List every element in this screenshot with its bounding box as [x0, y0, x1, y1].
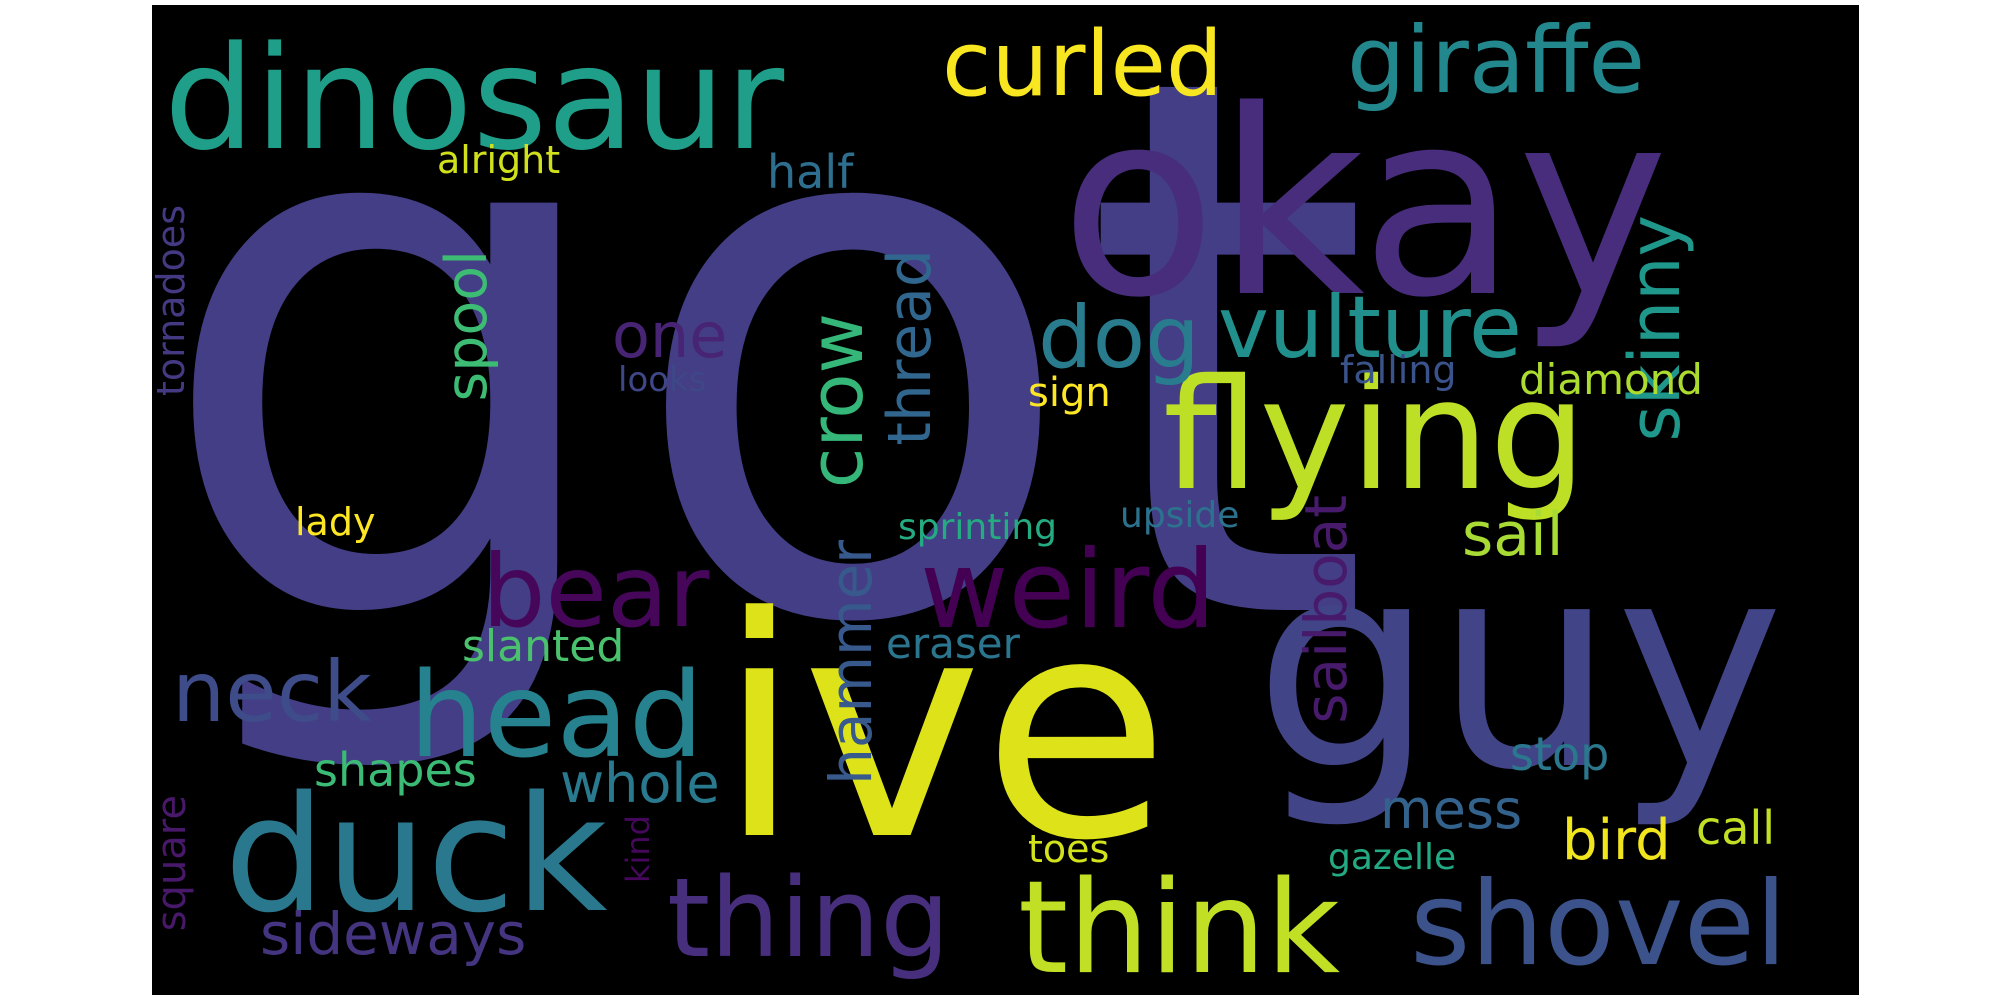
- word-eraser: eraser: [886, 619, 1020, 668]
- word-stop: stop: [1510, 727, 1610, 781]
- word-ive: ive: [717, 552, 1170, 907]
- word-toes: toes: [1028, 827, 1110, 871]
- word-upside: upside: [1120, 495, 1240, 536]
- word-mess: mess: [1380, 778, 1523, 841]
- word-sail: sail: [1462, 500, 1564, 570]
- word-crow: crow: [794, 313, 880, 489]
- word-curled: curled: [942, 12, 1224, 117]
- word-spool: spool: [434, 250, 500, 402]
- word-gazelle: gazelle: [1328, 837, 1457, 878]
- word-sign: sign: [1028, 370, 1111, 416]
- word-thread: thread: [875, 249, 945, 446]
- word-hammer: hammer: [817, 540, 885, 785]
- word-head: head: [409, 646, 704, 784]
- word-tornadoes: tornadoes: [152, 205, 193, 397]
- word-sprinting: sprinting: [898, 507, 1058, 548]
- word-neck: neck: [172, 643, 372, 741]
- word-kind: kind: [619, 815, 657, 884]
- word-call: call: [1696, 801, 1776, 855]
- word-looks: looks: [618, 360, 707, 400]
- word-one: one: [612, 299, 728, 372]
- word-skinny: skinny: [1614, 215, 1696, 442]
- word-square: square: [152, 795, 195, 932]
- word-shapes: shapes: [314, 743, 477, 797]
- word-diamond: diamond: [1519, 355, 1703, 404]
- word-vulture: vulture: [1218, 278, 1522, 378]
- word-half: half: [767, 145, 854, 199]
- word-alright: alright: [437, 138, 561, 182]
- word-lady: lady: [295, 500, 376, 544]
- word-dog: dog: [1038, 288, 1200, 388]
- word-duck: duck: [224, 761, 608, 948]
- word-falling: falling: [1340, 348, 1457, 392]
- word-got: got: [152, 5, 1373, 786]
- word-bear: bear: [482, 533, 710, 650]
- word-slanted: slanted: [462, 621, 625, 672]
- word-whole: whole: [560, 752, 720, 815]
- word-dinosaur: dinosaur: [164, 15, 785, 182]
- word-cloud: got okay ive guy dinosaur curled giraffe…: [152, 5, 1859, 995]
- word-okay: okay: [1060, 56, 1669, 354]
- word-guy: guy: [1254, 501, 1785, 833]
- word-think: think: [1018, 854, 1341, 995]
- word-sideways: sideways: [260, 900, 527, 968]
- word-bird: bird: [1562, 808, 1671, 873]
- word-sailboat: sailboat: [1292, 495, 1360, 724]
- word-flying: flying: [1163, 347, 1587, 525]
- word-thing: thing: [667, 854, 950, 982]
- word-giraffe: giraffe: [1347, 7, 1646, 114]
- word-weird: weird: [920, 528, 1216, 653]
- word-shovel: shovel: [1410, 857, 1788, 992]
